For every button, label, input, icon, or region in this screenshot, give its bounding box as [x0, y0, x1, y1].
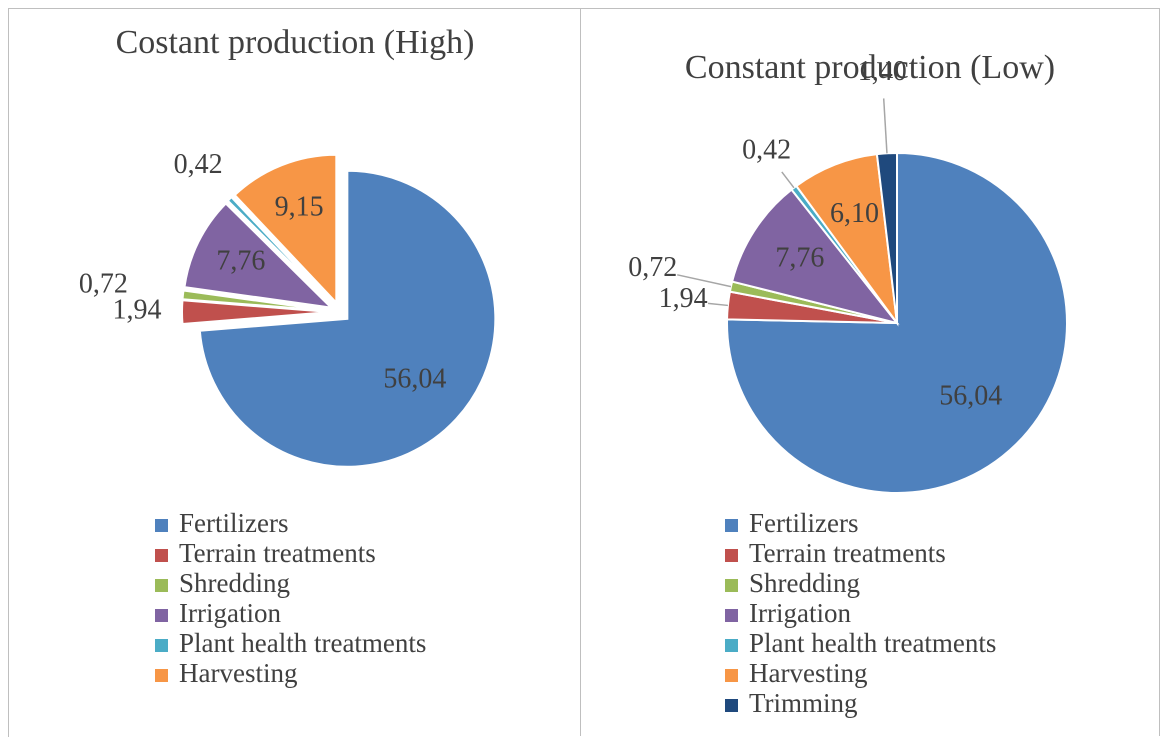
leader-line	[707, 302, 728, 307]
legend-swatch	[155, 579, 168, 592]
legend-label: Fertilizers	[749, 508, 858, 538]
legend-swatch	[155, 669, 168, 682]
pie-slice	[794, 153, 899, 327]
legend-swatch	[725, 549, 738, 562]
data-label: 1,94	[113, 295, 162, 326]
data-label: 56,04	[939, 381, 1002, 412]
data-label: 0,72	[79, 269, 128, 300]
pie-slice	[183, 202, 334, 309]
legend-label: Plant health treatments	[749, 628, 996, 658]
legend-swatch	[725, 609, 738, 622]
legend-label: Trimming	[749, 688, 858, 718]
data-label: 1,40	[858, 56, 907, 87]
leader-line	[781, 171, 795, 189]
legend-swatch	[725, 669, 738, 682]
legend-label: Terrain treatments	[179, 538, 376, 568]
legend-swatch	[155, 549, 168, 562]
pie-slice	[730, 188, 900, 325]
legend-swatch	[155, 639, 168, 652]
pie-slice	[181, 299, 331, 326]
chart-title: Constant production (Low)	[685, 49, 1055, 86]
legend-label: Terrain treatments	[749, 538, 946, 568]
leader-line	[882, 98, 888, 154]
legend-swatch	[725, 579, 738, 592]
legend-swatch	[725, 699, 738, 712]
legend-label: Harvesting	[179, 658, 297, 688]
legend-swatch	[155, 609, 168, 622]
legend-label: Irrigation	[179, 598, 281, 628]
leader-line	[677, 274, 732, 288]
legend-swatch	[155, 519, 168, 532]
legend-label: Shredding	[179, 568, 290, 598]
legend-label: Harvesting	[749, 658, 867, 688]
legend-label: Shredding	[749, 568, 860, 598]
data-label: 9,15	[275, 192, 324, 223]
legend-swatch	[725, 519, 738, 532]
data-label: 0,42	[174, 149, 223, 180]
legend-label: Plant health treatments	[179, 628, 426, 658]
data-label: 7,76	[775, 243, 824, 274]
data-label: 6,10	[830, 198, 879, 229]
chart-title: Costant production (High)	[116, 24, 475, 61]
pie-slice	[198, 169, 497, 468]
legend-label: Irrigation	[749, 598, 851, 628]
data-label: 0,42	[742, 134, 791, 165]
pie-slice	[226, 195, 334, 306]
chart: Constant production (Low) 56,04 1,940,72 7,…	[628, 49, 1068, 718]
data-label: 1,94	[659, 283, 708, 314]
chart: Costant production (High) 56,04 1,940,72 7,…	[79, 24, 497, 688]
legend-swatch	[725, 639, 738, 652]
pie-slice	[181, 289, 331, 312]
data-label: 0,72	[628, 252, 677, 283]
data-label: 56,04	[383, 363, 446, 394]
data-label: 7,76	[216, 245, 265, 276]
pie-slice	[233, 153, 338, 306]
legend-label: Fertilizers	[179, 508, 288, 538]
panel-frame	[8, 8, 580, 737]
